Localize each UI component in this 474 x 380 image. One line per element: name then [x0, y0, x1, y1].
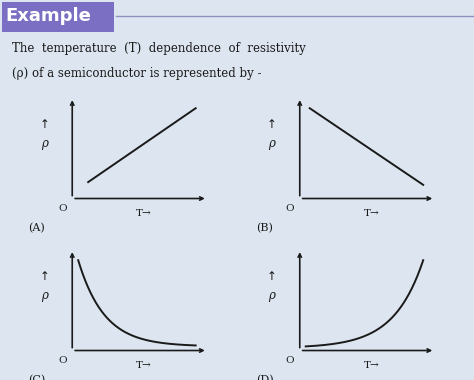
- Text: ↑: ↑: [267, 270, 277, 283]
- Text: O: O: [58, 204, 66, 212]
- Text: ρ: ρ: [41, 289, 48, 302]
- Text: ↑: ↑: [39, 118, 49, 131]
- Text: T→: T→: [364, 361, 379, 370]
- Text: (B): (B): [256, 223, 273, 233]
- Text: The  temperature  (T)  dependence  of  resistivity: The temperature (T) dependence of resist…: [12, 42, 306, 55]
- Text: T→: T→: [136, 361, 152, 370]
- Text: (C): (C): [28, 375, 46, 380]
- Text: Example: Example: [6, 8, 91, 25]
- Text: (D): (D): [256, 375, 273, 380]
- Text: ↑: ↑: [39, 270, 49, 283]
- Text: ↑: ↑: [267, 118, 277, 131]
- Text: O: O: [285, 356, 294, 364]
- Text: O: O: [285, 204, 294, 212]
- Text: O: O: [58, 356, 66, 364]
- Text: T→: T→: [364, 209, 379, 218]
- Text: (A): (A): [28, 223, 45, 233]
- Text: ρ: ρ: [268, 289, 275, 302]
- FancyBboxPatch shape: [2, 2, 114, 33]
- Text: T→: T→: [136, 209, 152, 218]
- Text: (ρ) of a semiconductor is represented by -: (ρ) of a semiconductor is represented by…: [12, 67, 261, 80]
- Text: ρ: ρ: [268, 137, 275, 150]
- Text: ρ: ρ: [41, 137, 48, 150]
